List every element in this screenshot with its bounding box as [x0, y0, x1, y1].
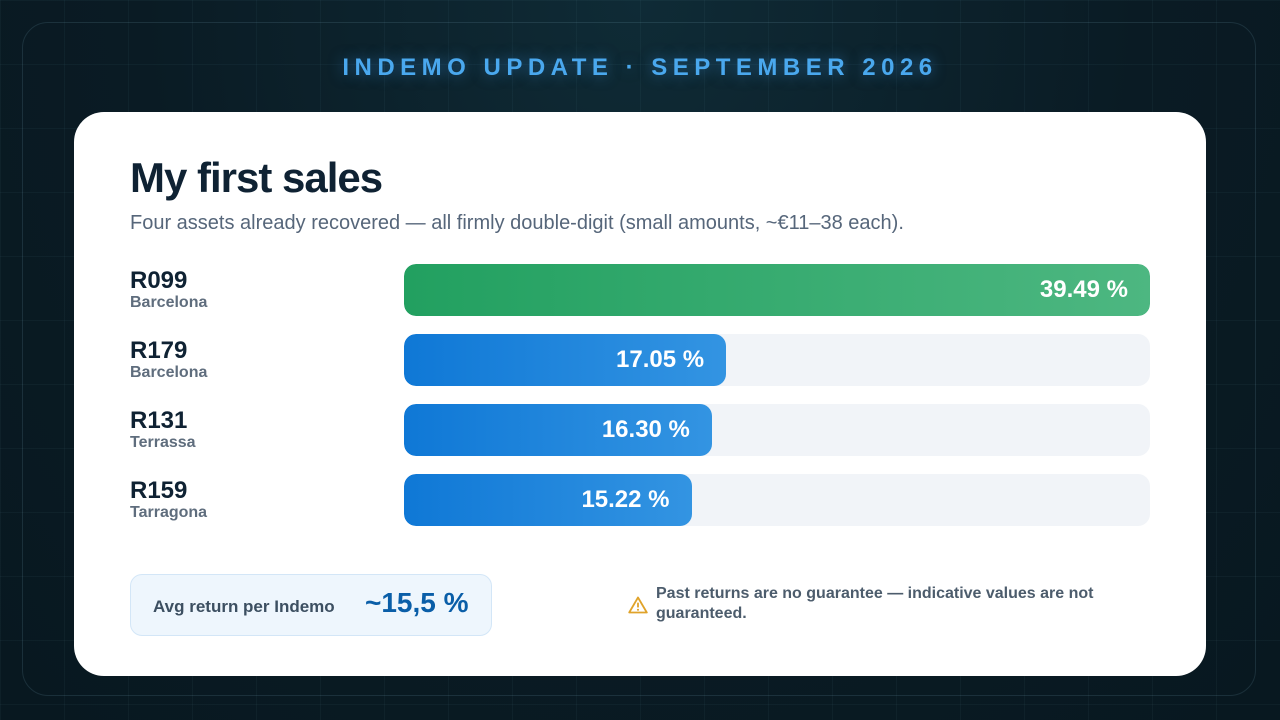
bar: 39.49 %: [404, 264, 1150, 316]
bar-row: R159 Tarragona 15.22 %: [130, 474, 1150, 526]
avg-return-label: Avg return per Indemo: [153, 597, 335, 616]
bar: 16.30 %: [404, 404, 712, 456]
asset-city: Terrassa: [130, 434, 196, 451]
asset-city: Barcelona: [130, 364, 208, 381]
bar-value-label: 15.22 %: [581, 486, 670, 513]
disclaimer-text: Past returns are no guarantee — indicati…: [656, 585, 1094, 622]
bar-track: 16.30 %: [404, 404, 1150, 456]
bar-row: R179 Barcelona 17.05 %: [130, 334, 1150, 386]
page-header: INDEMO UPDATE · SEPTEMBER 2026: [342, 54, 938, 81]
bar-value-label: 17.05 %: [616, 346, 705, 373]
card-subtitle: Four assets already recovered — all firm…: [130, 212, 904, 234]
avg-return-value: ~15,5 %: [365, 587, 469, 618]
warning-icon: [628, 596, 648, 614]
bar: 17.05 %: [404, 334, 727, 386]
card-title: My first sales: [130, 154, 383, 201]
asset-code: R131: [130, 407, 188, 434]
bar: 15.22 %: [404, 474, 692, 526]
asset-code: R179: [130, 337, 188, 364]
asset-code: R099: [130, 267, 188, 294]
asset-code: R159: [130, 477, 188, 504]
bar-row: R099 Barcelona 39.49 %: [130, 264, 1150, 316]
outer-frame: [22, 22, 1256, 696]
bar-track: 15.22 %: [404, 474, 1150, 526]
asset-city: Barcelona: [130, 294, 208, 311]
bar-track: 17.05 %: [404, 334, 1150, 386]
bar-value-label: 39.49 %: [1039, 276, 1128, 303]
bar-row: R131 Terrassa 16.30 %: [130, 404, 1150, 456]
asset-city: Tarragona: [130, 504, 208, 521]
bar-value-label: 16.30 %: [601, 416, 690, 443]
bar-track: 39.49 %: [404, 264, 1150, 316]
sales-card: My first sales Four assets already recov…: [74, 112, 1206, 676]
avg-return-box: Avg return per Indemo ~15,5 %: [130, 574, 492, 636]
